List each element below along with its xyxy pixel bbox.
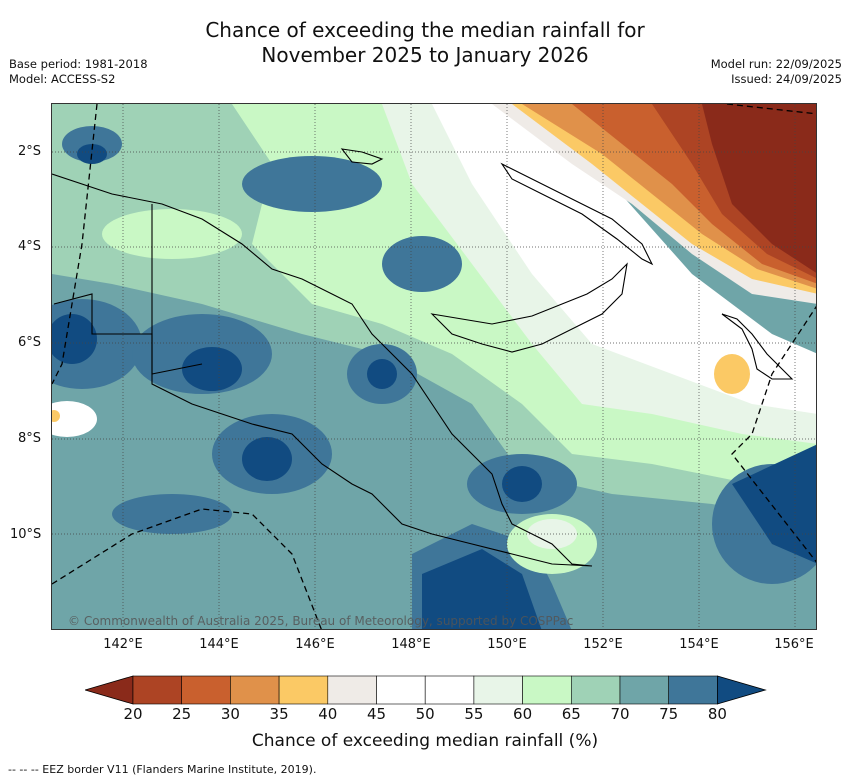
- colorbar-cell-20-25: [132, 675, 183, 705]
- model-info: Base period: 1981-2018 Model: ACCESS-S2: [9, 57, 148, 87]
- coastlines: [52, 148, 794, 567]
- colorbar-cell-35-40: [278, 675, 329, 705]
- map-canvas: [52, 104, 816, 629]
- lon-label-144e: 144°E: [199, 637, 239, 652]
- colorbar-cell-45-50: [376, 675, 426, 705]
- eez-northeast: [726, 104, 816, 115]
- colorbar-cell-30-35: [230, 675, 280, 705]
- colorbar-cell-55-60: [473, 675, 523, 705]
- colorbar-tick-80: 80: [707, 705, 727, 723]
- run-info: Model run: 22/09/2025 Issued: 24/09/2025: [711, 57, 842, 87]
- lat-label-6s: 6°S: [18, 335, 42, 350]
- lon-label-142e: 142°E: [103, 637, 143, 652]
- rainfall-map: [51, 103, 817, 630]
- lat-label-4s: 4°S: [18, 239, 42, 254]
- lat-label-8s: 8°S: [18, 431, 42, 446]
- colorbar-cell-65-70: [570, 675, 621, 705]
- eez-east: [731, 305, 816, 563]
- lat-label-10s: 10°S: [10, 527, 42, 542]
- lon-label-154e: 154°E: [679, 637, 719, 652]
- colorbar-tick-65: 65: [561, 705, 581, 723]
- map-title: Chance of exceeding the median rainfall …: [0, 18, 850, 68]
- lon-label-148e: 148°E: [391, 637, 431, 652]
- issued-date: Issued: 24/09/2025: [731, 72, 842, 86]
- patch-80-d: [367, 359, 397, 389]
- patch-60-a: [527, 519, 577, 549]
- eez-west: [52, 104, 98, 385]
- manus-coast: [340, 148, 384, 165]
- colorbar-label: Chance of exceeding median rainfall (%): [251, 731, 599, 751]
- eez-south: [52, 508, 322, 629]
- mainland-coast: [52, 173, 593, 567]
- colorbar-tick-45: 45: [366, 705, 387, 723]
- patch-80-a: [182, 347, 242, 391]
- patch-75-c: [382, 236, 462, 292]
- colorbar-cell-25-30: [181, 675, 231, 705]
- lon-label-152e: 152°E: [583, 637, 623, 652]
- lat-label-2s: 2°S: [18, 144, 42, 159]
- title-line-2: November 2025 to January 2026: [261, 43, 589, 67]
- title-line-1: Chance of exceeding the median rainfall …: [205, 18, 645, 42]
- patch-80-b: [52, 314, 97, 364]
- zone-55: [432, 104, 816, 414]
- copyright-notice: © Commonwealth of Australia 2025, Bureau…: [68, 614, 574, 628]
- colorbar-cell-40-45: [327, 675, 377, 705]
- lon-label-156e: 156°E: [774, 637, 814, 652]
- border-west: [53, 293, 203, 375]
- colorbar-tick-25: 25: [172, 705, 192, 723]
- patch-75-g: [112, 494, 232, 534]
- zone-20: [702, 104, 816, 273]
- colorbar-tick-35: 35: [269, 705, 289, 723]
- patch-75-a: [242, 156, 382, 212]
- colorbar-tick-75: 75: [659, 705, 679, 723]
- colorbar-tick-55: 55: [464, 705, 484, 723]
- colorbar-cells: [85, 675, 767, 705]
- colorbar-cell-70-75: [619, 675, 670, 705]
- colorbar: [85, 675, 767, 705]
- graticule: [52, 104, 816, 629]
- eez-borders: [52, 104, 816, 629]
- base-period: Base period: 1981-2018: [9, 57, 148, 71]
- patch-40: [714, 354, 750, 394]
- patch-40-b: [52, 410, 60, 422]
- colorbar-under-arrow: [85, 675, 134, 705]
- colorbar-tick-70: 70: [610, 705, 630, 723]
- patch-80-e: [502, 466, 542, 502]
- colorbar-over-arrow: [717, 675, 767, 705]
- new-ireland-coast: [500, 162, 654, 266]
- colorbar-cell-60-65: [522, 675, 572, 705]
- colorbar-tick-20: 20: [123, 705, 143, 723]
- lon-label-146e: 146°E: [295, 637, 335, 652]
- model-run: Model run: 22/09/2025: [710, 57, 842, 71]
- patch-80-h: [422, 549, 542, 629]
- patch-55-a: [52, 401, 97, 437]
- colorbar-cell-75-80: [668, 675, 718, 705]
- lon-label-150e: 150°E: [487, 637, 527, 652]
- colorbar-tick-50: 50: [415, 705, 435, 723]
- patch-80-c: [242, 437, 292, 481]
- new-britain-coast: [430, 262, 628, 353]
- eez-footnote: -- -- -- EEZ border V11 (Flanders Marine…: [8, 763, 317, 776]
- model-name: Model: ACCESS-S2: [9, 72, 116, 86]
- bougainville-coast: [721, 313, 794, 380]
- colorbar-tick-60: 60: [513, 705, 533, 723]
- colorbar-tick-30: 30: [220, 705, 240, 723]
- colorbar-cell-50-55: [424, 675, 475, 705]
- colorbar-tick-40: 40: [318, 705, 338, 723]
